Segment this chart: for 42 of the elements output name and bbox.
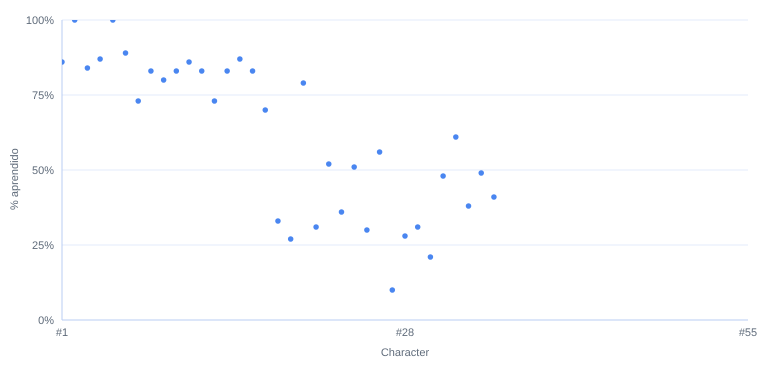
- point: [326, 161, 332, 167]
- point: [97, 56, 103, 62]
- point: [84, 65, 90, 71]
- x-axis-title: Character: [380, 347, 430, 359]
- point: [376, 149, 382, 155]
- point: [237, 56, 243, 62]
- point: [186, 59, 192, 65]
- point: [250, 68, 256, 74]
- point: [174, 68, 180, 74]
- point: [160, 77, 166, 83]
- y-tick-label: 0%: [38, 314, 54, 327]
- point: [224, 68, 230, 74]
- point: [466, 203, 472, 209]
- point: [148, 68, 154, 74]
- point: [402, 233, 408, 239]
- point: [491, 194, 497, 200]
- point: [135, 98, 141, 104]
- point: [262, 107, 268, 113]
- x-tick-label: #1: [56, 326, 68, 339]
- y-tick-label: 50%: [32, 164, 54, 177]
- point: [364, 227, 370, 233]
- y-tick-label: 25%: [32, 240, 54, 252]
- y-axis-title: % aprendido: [8, 148, 21, 210]
- point: [275, 218, 281, 224]
- point: [478, 170, 484, 176]
- point: [440, 173, 446, 179]
- x-tick-label: #28: [396, 326, 414, 339]
- y-tick-label: 75%: [32, 90, 54, 102]
- point: [288, 236, 294, 242]
- point: [351, 164, 357, 170]
- point: [390, 287, 396, 293]
- point: [198, 68, 205, 74]
- point: [122, 50, 128, 56]
- point: [300, 80, 306, 86]
- point: [428, 254, 434, 260]
- point: [338, 209, 344, 215]
- point: [212, 98, 218, 104]
- x-tick-label: #55: [738, 326, 758, 339]
- point: [313, 224, 319, 230]
- point: [453, 134, 459, 140]
- point: [414, 224, 420, 230]
- y-tick-label: 100%: [26, 14, 54, 27]
